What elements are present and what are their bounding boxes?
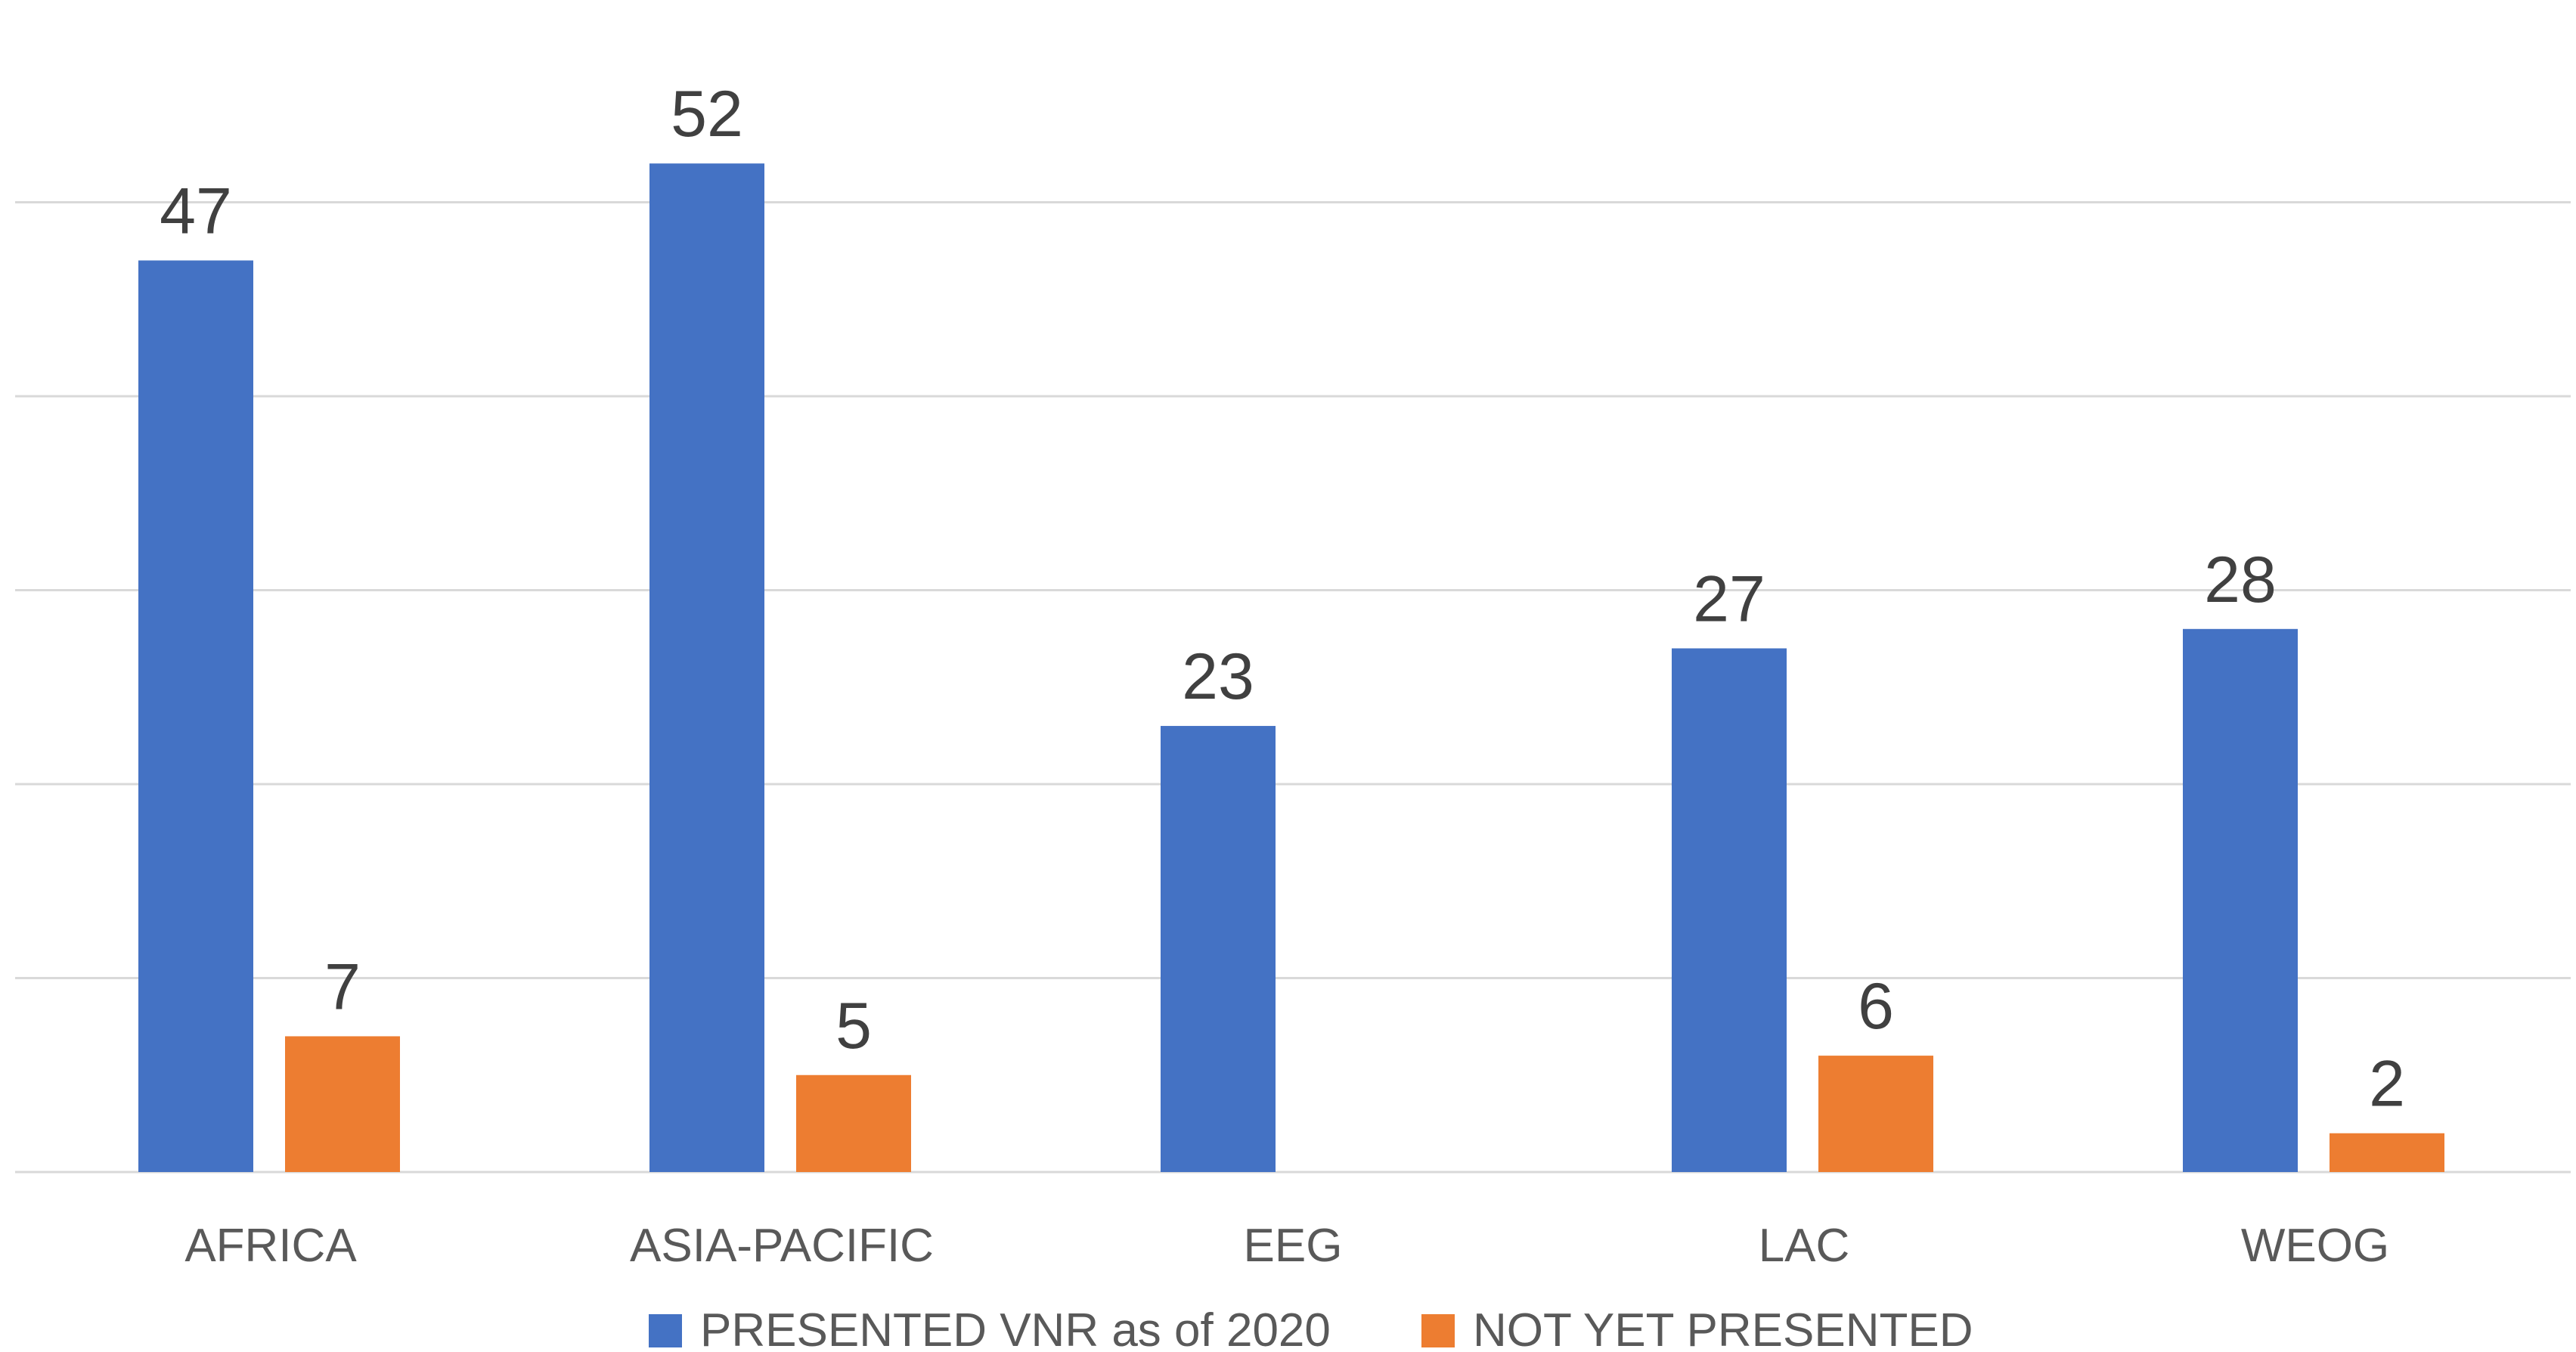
- bar-lac-series-2: [1818, 1056, 1933, 1172]
- bar-asia-pacific-series-1: [649, 163, 764, 1173]
- data-label-weog-series-1: 28: [2204, 544, 2277, 616]
- data-label-asia-pacific-series-1: 52: [671, 78, 743, 150]
- gridlines: [15, 201, 2571, 1174]
- bars: [138, 163, 2444, 1173]
- bar-eeg-series-1: [1161, 726, 1276, 1172]
- bar-africa-series-2: [285, 1036, 400, 1172]
- data-label-africa-series-2: 7: [324, 950, 361, 1023]
- bar-africa-series-1: [138, 260, 253, 1173]
- data-label-weog-series-2: 2: [2369, 1048, 2405, 1121]
- tick-label-africa: AFRICA: [184, 1220, 357, 1272]
- legend-swatch-series-2: [1421, 1314, 1455, 1347]
- data-label-eeg-series-1: 23: [1182, 640, 1254, 713]
- tick-label-weog: WEOG: [2241, 1220, 2389, 1272]
- bar-asia-pacific-series-2: [796, 1074, 911, 1172]
- x-axis-tick-labels: AFRICA ASIA-PACIFIC EEG LAC WEOG: [184, 1220, 2389, 1272]
- data-label-africa-series-1: 47: [160, 175, 232, 247]
- bar-weog-series-1: [2183, 628, 2298, 1172]
- legend-label-series-2: NOT YET PRESENTED: [1473, 1304, 1973, 1352]
- tick-label-eeg: EEG: [1244, 1220, 1343, 1272]
- tick-label-asia-pacific: ASIA-PACIFIC: [630, 1220, 934, 1272]
- tick-label-lac: LAC: [1759, 1220, 1850, 1272]
- data-label-asia-pacific-series-2: 5: [835, 990, 872, 1062]
- legend: PRESENTED VNR as of 2020 NOT YET PRESENTE…: [649, 1304, 1973, 1352]
- data-labels: 47 7 52 5 23 27 6 28 2: [160, 78, 2405, 1121]
- bar-lac-series-1: [1672, 648, 1787, 1172]
- legend-label-series-1: PRESENTED VNR as of 2020: [700, 1304, 1331, 1352]
- data-label-lac-series-1: 27: [1693, 563, 1765, 635]
- legend-swatch-series-1: [649, 1314, 682, 1347]
- data-label-lac-series-2: 6: [1858, 970, 1894, 1043]
- bar-weog-series-2: [2330, 1133, 2444, 1172]
